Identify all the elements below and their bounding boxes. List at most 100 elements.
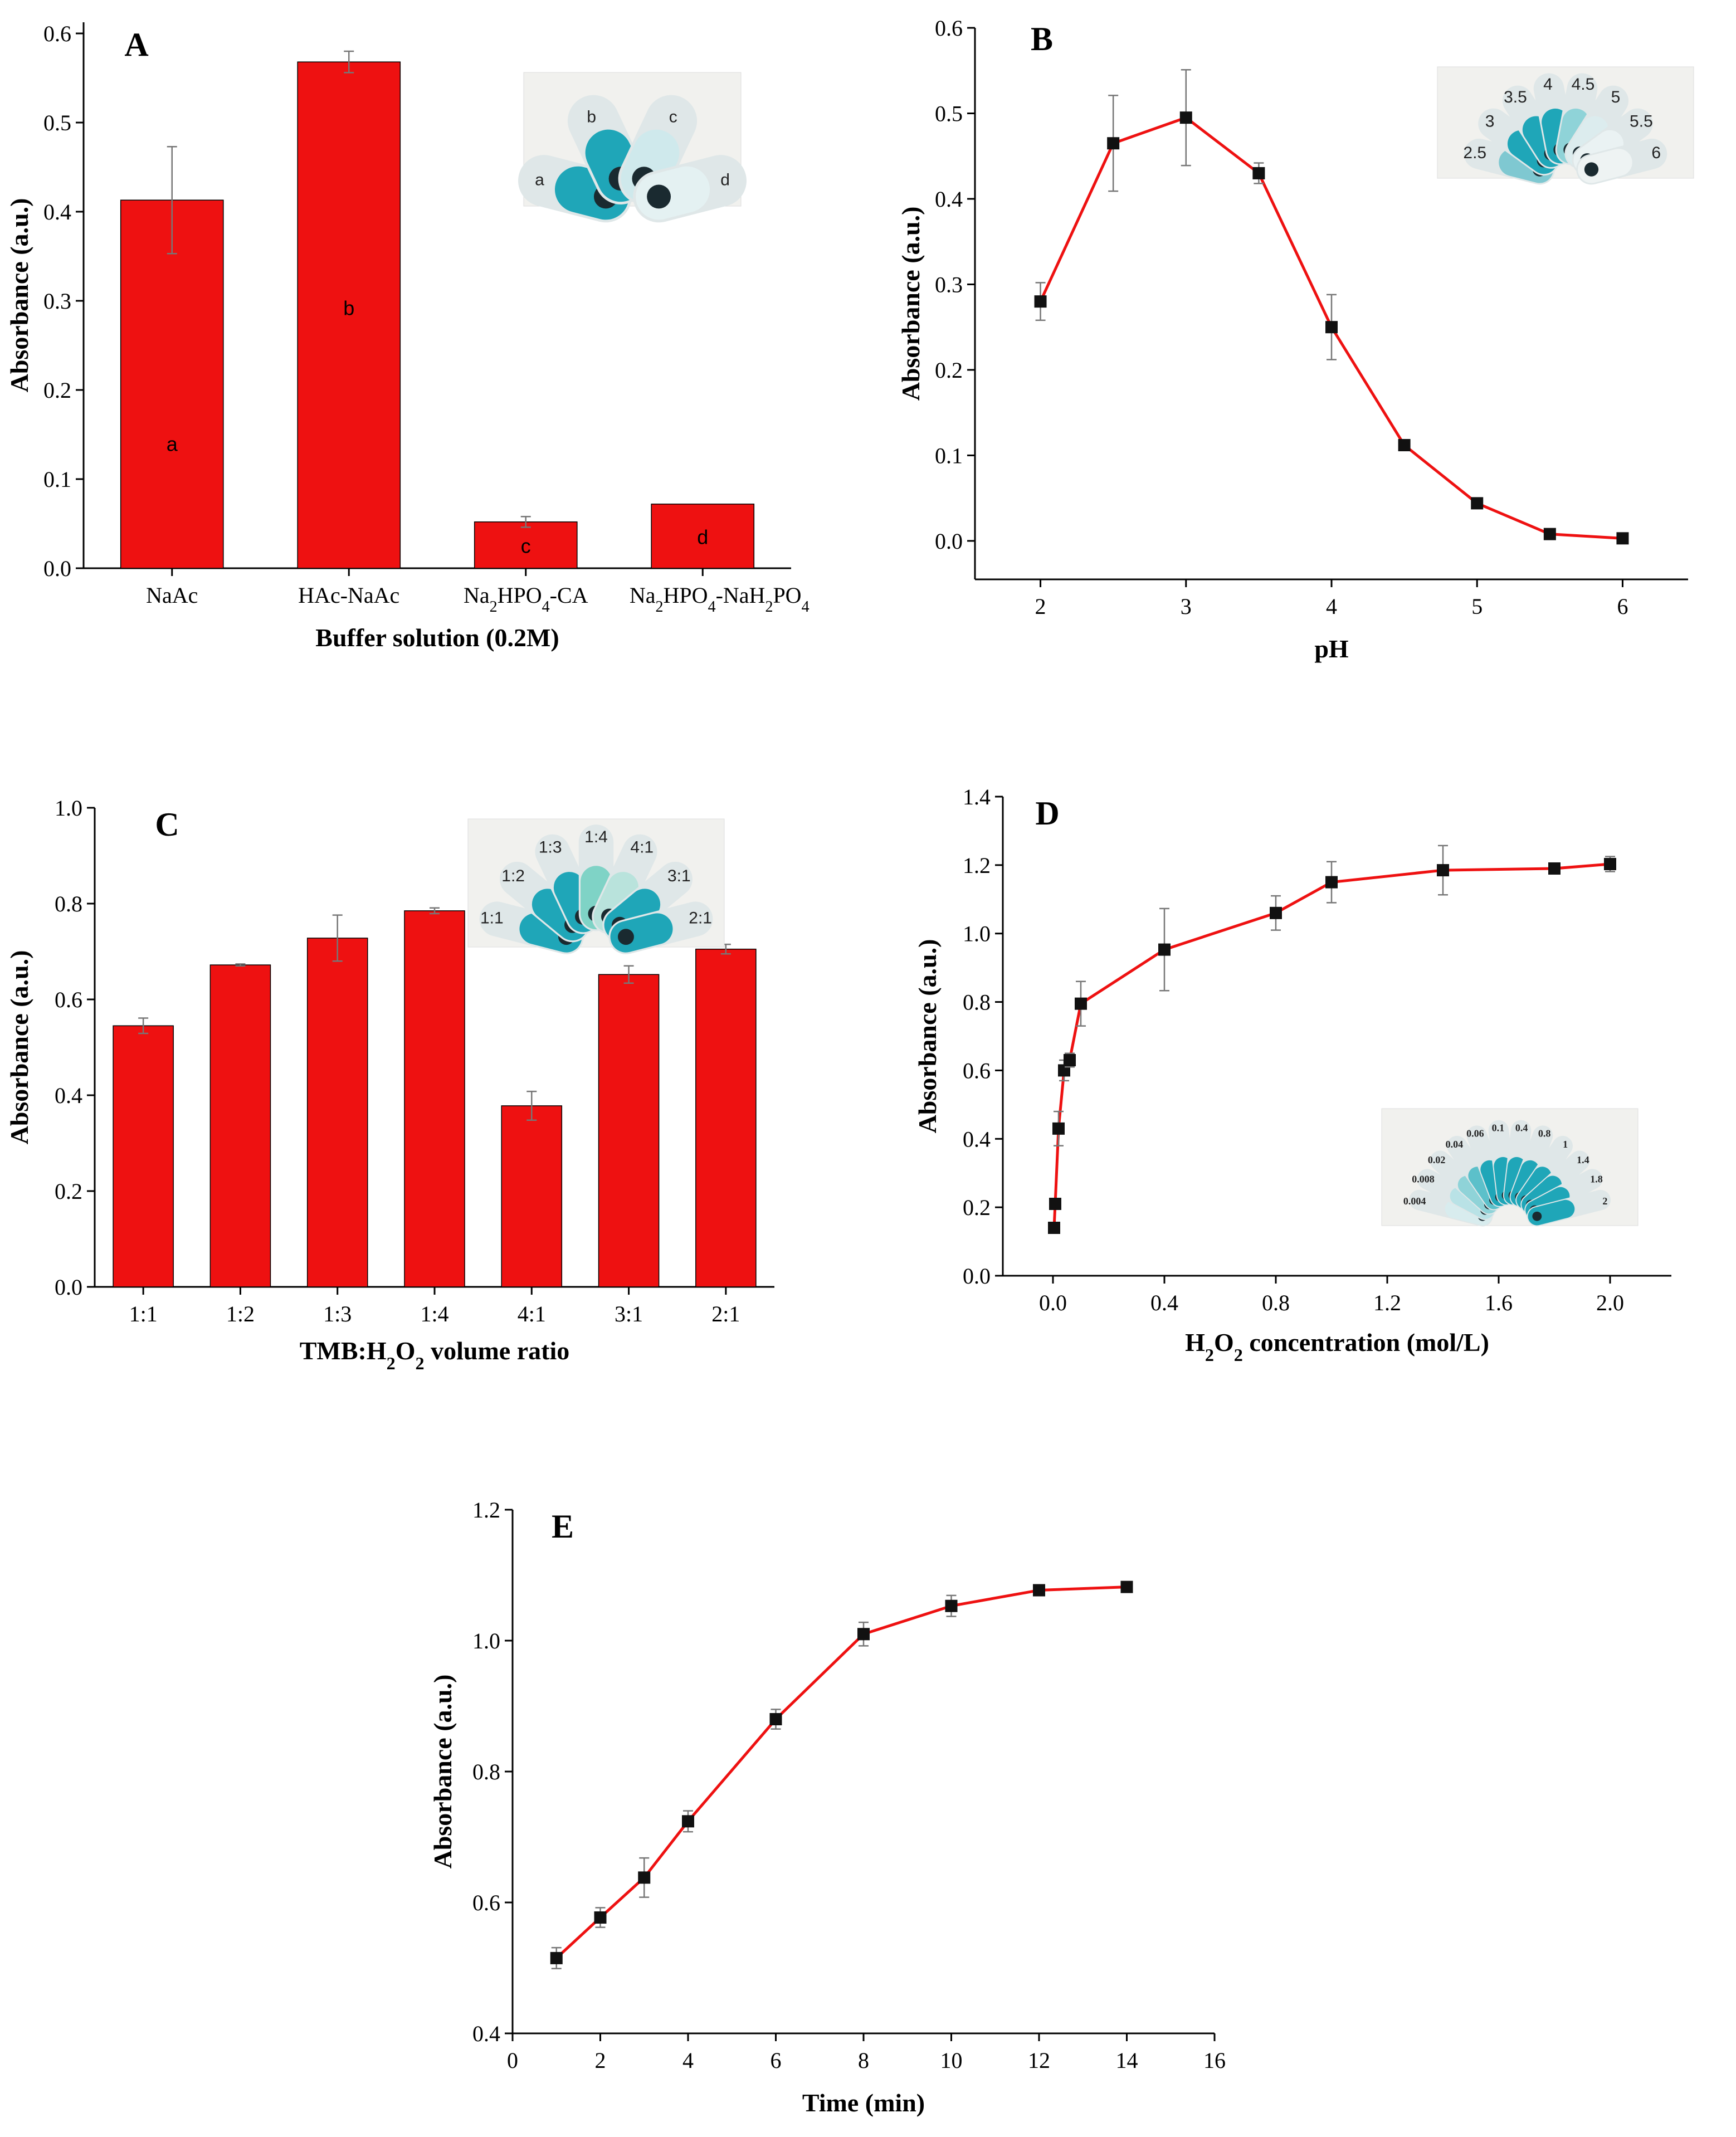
data-point [1049, 1198, 1061, 1210]
y-tick-label: 1.2 [963, 853, 991, 878]
y-tick-label: 1.2 [472, 1497, 500, 1523]
x-tick-label: 0 [507, 2048, 518, 2073]
y-tick-label: 0.1 [935, 443, 963, 468]
y-tick-label: 0.2 [963, 1195, 991, 1220]
chart-panel-d: 0.0 0.2 0.4 0.6 0.8 1.0 1.2 1.4 0.0 0.4 0.8 1.2 1.6 2… [913, 784, 1671, 1365]
data-point [594, 1911, 607, 1924]
bar [598, 974, 660, 1287]
data-point [1048, 1222, 1060, 1234]
y-tick-label: 0.8 [963, 990, 991, 1015]
x-tick-label: 4 [682, 2048, 694, 2073]
inset-tube-label: b [587, 108, 596, 126]
x-axis-label: pH [1314, 635, 1349, 663]
data-point [857, 1628, 870, 1641]
bar [501, 1105, 563, 1287]
data-point [1325, 321, 1338, 334]
data-point [1437, 864, 1449, 877]
tube-tip [618, 929, 634, 945]
inset-tube-label: 4 [1543, 75, 1553, 94]
x-tick-label: 2.0 [1596, 1290, 1624, 1315]
x-axis-label: H2O2 concentration (mol/L) [1185, 1328, 1489, 1365]
x-tick-label: 14 [1116, 2048, 1138, 2073]
inset-tube-label: 0.008 [1412, 1174, 1435, 1185]
x-tick-label: 2 [1035, 594, 1046, 619]
inset-tube-label: 1:3 [539, 838, 562, 857]
inset-tube-label: 4.5 [1572, 75, 1595, 94]
inset-tube-label: 1:2 [501, 867, 525, 885]
data-point [1270, 906, 1282, 919]
y-tick-label: 0.6 [43, 21, 71, 46]
inset-tube-label: 1:4 [584, 828, 608, 846]
y-tick-label: 1.0 [472, 1628, 500, 1653]
x-category-label: 1:2 [226, 1301, 255, 1326]
bar [306, 938, 368, 1287]
y-tick-label: 0.6 [935, 16, 963, 41]
inset-tube-label: 0.04 [1446, 1139, 1464, 1150]
y-tick-label: 0.6 [55, 987, 82, 1012]
y-tick-label: 0.0 [963, 1263, 991, 1289]
y-tick-label: 0.4 [43, 199, 71, 225]
inset-tube-label: d [720, 170, 730, 189]
data-point [1107, 137, 1120, 150]
x-category-label: 4:1 [518, 1301, 546, 1326]
x-category-label: NaAc [146, 583, 198, 608]
bar-inner-label: c [521, 534, 531, 557]
y-axis-label: Absorbance (a.u.) [896, 207, 925, 401]
y-tick-label: 0.2 [55, 1179, 82, 1204]
y-tick-label: 0.6 [963, 1058, 991, 1083]
x-tick-label: 6 [771, 2048, 782, 2073]
bar [209, 964, 271, 1287]
data-point [1158, 943, 1171, 956]
inset-tube-label: 2 [1602, 1196, 1607, 1207]
inset-tube-label: 0.02 [1428, 1154, 1446, 1165]
y-axis-label: Absorbance (a.u.) [913, 939, 942, 1134]
inset-tube-label: 3:1 [667, 867, 691, 885]
x-category-label: 1:4 [420, 1301, 448, 1326]
chart-panel-b: 0.0 0.1 0.2 0.3 0.4 0.5 0.6 2 3 4 5 6 Absorbance (a.… [896, 16, 1694, 663]
inset-tube-label: 5 [1611, 88, 1621, 106]
x-tick-label: 0.4 [1150, 1290, 1178, 1315]
y-axis-label: Absorbance (a.u.) [5, 950, 33, 1145]
panel-letter: C [155, 806, 179, 843]
y-tick-label: 0.0 [935, 529, 963, 554]
tube-liquid [1528, 1199, 1575, 1226]
inset-tube-label: 6 [1651, 144, 1661, 162]
inset-tube-label: 0.4 [1515, 1123, 1528, 1134]
data-point [1075, 997, 1087, 1010]
data-point [1064, 1054, 1076, 1066]
inset-tube-label: 2.5 [1463, 144, 1486, 162]
inset-tube-label: 0.004 [1403, 1196, 1426, 1207]
y-tick-label: 0.2 [935, 358, 963, 383]
x-tick-label: 0.8 [1262, 1290, 1290, 1315]
x-category-label: Na2HPO4-NaH2PO4 [630, 583, 810, 616]
panel-letter: E [552, 1508, 574, 1545]
bar [651, 504, 755, 569]
data-point [1120, 1580, 1133, 1593]
tube-photo-inset: 1:1 1:2 1:3 1:4 4:1 3:1 2:1 [467, 818, 725, 954]
y-tick-label: 0.5 [43, 110, 71, 135]
x-tick-label: 16 [1203, 2048, 1226, 2073]
bar [404, 910, 465, 1287]
y-tick-label: 0.2 [43, 378, 71, 403]
data-point [1548, 862, 1561, 875]
data-point [1179, 111, 1192, 124]
tube-tip [1584, 162, 1599, 177]
x-axis-label: Buffer solution (0.2M) [315, 623, 559, 652]
x-tick-label: 4 [1326, 594, 1337, 619]
data-point [550, 1951, 563, 1964]
x-tick-label: 1.2 [1373, 1290, 1401, 1315]
y-tick-label: 0.4 [963, 1126, 991, 1152]
data-point [1252, 167, 1265, 179]
data-point [769, 1713, 782, 1725]
data-point [1543, 528, 1556, 540]
tube-photo-inset: 2.5 3 3.5 4 4.5 5 5.5 6 [1437, 66, 1694, 185]
panel-letter: D [1035, 795, 1059, 832]
inset-tube-label: 1.8 [1590, 1174, 1603, 1185]
bar-inner-label: a [167, 433, 178, 456]
inset-tube-label: c [669, 108, 677, 126]
series-line [555, 1585, 1127, 1959]
x-category-label: 1:1 [129, 1301, 158, 1326]
data-point [1398, 439, 1411, 452]
chart-panel-a: 0.0 0.1 0.2 0.3 0.4 0.5 0.6 Absorbance (a.u.) Aa… [5, 21, 810, 652]
